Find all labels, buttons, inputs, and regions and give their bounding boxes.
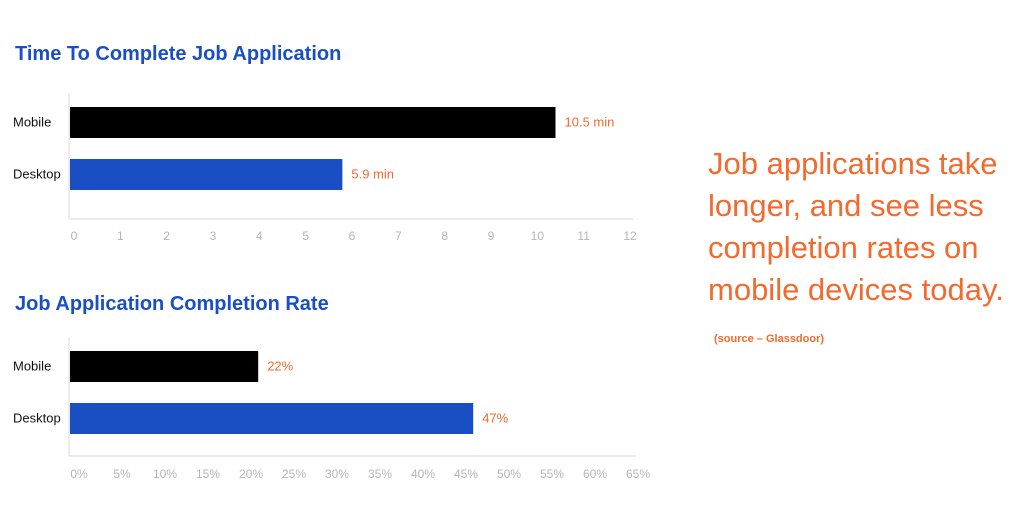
time-tick-label: 12 bbox=[623, 229, 637, 243]
time-tick-label: 8 bbox=[441, 229, 448, 243]
rate-category-label-mobile: Mobile bbox=[13, 359, 51, 374]
time-tick-label: 7 bbox=[395, 229, 402, 243]
rate-tick-label: 25% bbox=[282, 467, 306, 481]
time-tick-label: 10 bbox=[531, 229, 545, 243]
chart-title-time-to-complete: Time To Complete Job Application bbox=[15, 43, 342, 65]
time-tick-label: 5 bbox=[302, 229, 309, 243]
time-tick-label: 4 bbox=[256, 229, 263, 243]
time-tick-label: 1 bbox=[117, 229, 124, 243]
rate-value-label-mobile: 22% bbox=[267, 359, 293, 374]
callout-main: Job applications take longer, and see le… bbox=[708, 146, 1004, 307]
rate-tick-label: 65% bbox=[626, 467, 650, 481]
callout-source: (source – Glassdoor) bbox=[714, 333, 825, 345]
rate-tick-label: 45% bbox=[454, 467, 478, 481]
rate-tick-label: 60% bbox=[583, 467, 607, 481]
rate-category-label-desktop: Desktop bbox=[13, 411, 61, 426]
rate-tick-label: 20% bbox=[239, 467, 263, 481]
time-value-label-desktop: 5.9 min bbox=[351, 167, 394, 182]
time-category-label-mobile: Mobile bbox=[13, 115, 51, 130]
time-tick-label: 9 bbox=[488, 229, 495, 243]
rate-tick-label: 10% bbox=[153, 467, 177, 481]
rate-bar-desktop bbox=[70, 403, 474, 434]
time-tick-label: 6 bbox=[349, 229, 356, 243]
rate-bar-mobile bbox=[70, 351, 259, 382]
time-bar-mobile bbox=[70, 107, 556, 138]
rate-tick-label: 0% bbox=[70, 467, 88, 481]
rate-tick-label: 55% bbox=[540, 467, 564, 481]
time-tick-label: 11 bbox=[577, 229, 590, 243]
chart-title-completion-rate: Job Application Completion Rate bbox=[15, 293, 329, 315]
rate-tick-label: 40% bbox=[411, 467, 435, 481]
completion-rate-chart: Mobile 22% Desktop 47% 0% 5% 10% 15% 20% 25% 30% 35… bbox=[13, 337, 650, 481]
time-bar-desktop bbox=[70, 159, 343, 190]
rate-value-label-desktop: 47% bbox=[482, 411, 508, 426]
time-value-label-mobile: 10.5 min bbox=[565, 115, 615, 130]
time-tick-label: 2 bbox=[163, 229, 170, 243]
rate-tick-label: 5% bbox=[113, 467, 131, 481]
rate-tick-label: 50% bbox=[497, 467, 521, 481]
callout-text: Job applications take longer, and see le… bbox=[708, 143, 1008, 353]
time-tick-label: 0 bbox=[71, 229, 78, 243]
rate-tick-label: 35% bbox=[368, 467, 392, 481]
rate-tick-label: 30% bbox=[325, 467, 349, 481]
time-category-label-desktop: Desktop bbox=[13, 167, 61, 182]
rate-tick-label: 15% bbox=[196, 467, 220, 481]
time-tick-label: 3 bbox=[210, 229, 217, 243]
